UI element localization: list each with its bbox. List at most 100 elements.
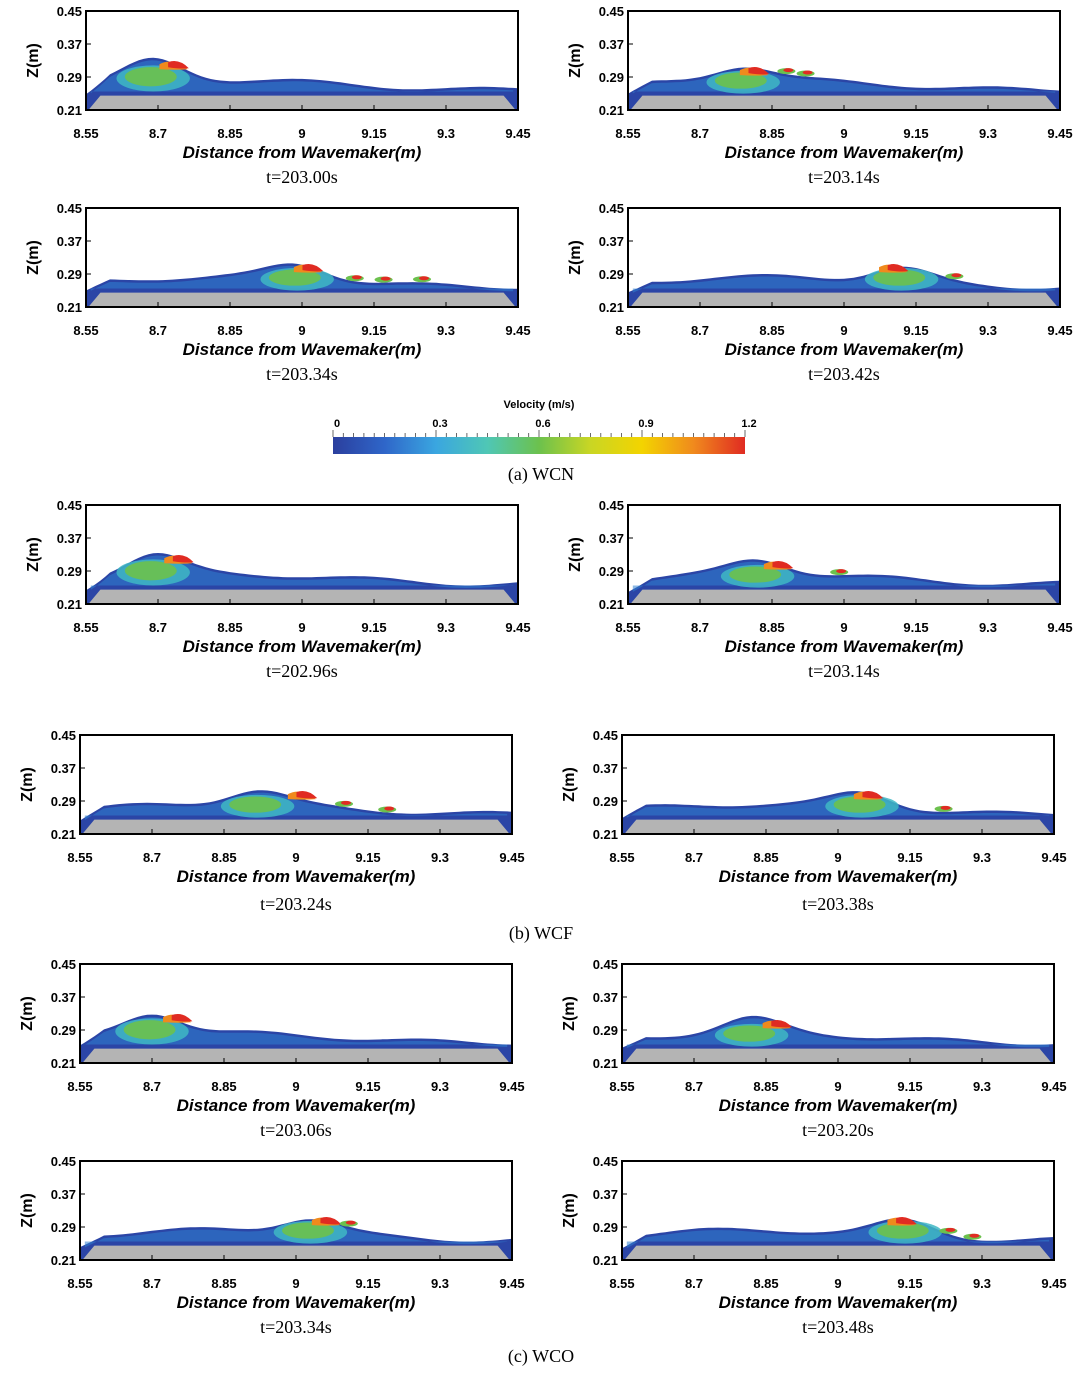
x-tick-label: 8.55 — [609, 850, 634, 865]
y-tick-label: 0.29 — [57, 267, 82, 282]
splash-blob-red — [384, 806, 395, 811]
x-tick-label: 8.55 — [609, 1276, 634, 1291]
contour-panel: 8.55 8.7 8.85 9 9.15 9.3 9.45 0.45 0.37 0.29 0.21 D… — [19, 728, 525, 914]
x-tick-label: 9.45 — [505, 126, 530, 141]
group-label: (c) WCO — [508, 1346, 574, 1367]
y-tick-label: 0.37 — [51, 761, 76, 776]
y-axis-label: Z(m) — [25, 537, 42, 572]
x-tick-label: 8.55 — [73, 620, 98, 635]
breaker-tip-red — [772, 561, 794, 569]
splash-blob-red — [951, 273, 962, 278]
y-tick-label: 0.21 — [57, 103, 82, 118]
x-axis-label: Distance from Wavemaker(m) — [725, 637, 964, 656]
contour-panel: 8.55 8.7 8.85 9 9.15 9.3 9.45 0.45 0.37 0.29 0.21 D… — [561, 728, 1067, 914]
y-tick-label: 0.45 — [57, 4, 82, 19]
flow-field — [628, 559, 1060, 604]
splash-blob-red — [783, 68, 794, 73]
x-tick-label: 9 — [298, 323, 305, 338]
y-tick-label: 0.45 — [599, 201, 624, 216]
submerged-structure — [88, 589, 516, 604]
x-tick-label: 9.3 — [973, 1276, 991, 1291]
x-tick-label: 9.3 — [431, 1079, 449, 1094]
y-tick-label: 0.45 — [599, 498, 624, 513]
contour-panel: 8.55 8.7 8.85 9 9.15 9.3 9.45 0.45 0.37 0.29 0.21 D… — [25, 201, 531, 384]
y-tick-label: 0.37 — [593, 990, 618, 1005]
submerged-structure — [630, 95, 1058, 110]
x-axis-label: Distance from Wavemaker(m) — [177, 1096, 416, 1115]
x-tick-label: 9.45 — [499, 850, 524, 865]
breaker-tip-red — [302, 264, 324, 272]
y-tick-label: 0.21 — [599, 103, 624, 118]
splash-blob-red — [940, 805, 951, 810]
x-tick-label: 8.7 — [685, 1079, 703, 1094]
y-tick-label: 0.37 — [57, 37, 82, 52]
y-tick-label: 0.21 — [599, 300, 624, 315]
breaker-tip-red — [887, 264, 909, 272]
y-tick-label: 0.21 — [51, 1253, 76, 1268]
splash-blob-red — [802, 70, 813, 75]
breaker-tip-red — [896, 1217, 917, 1225]
flow-field — [80, 1217, 512, 1260]
colorbar-tick-label: 0.9 — [638, 418, 653, 430]
x-tick-label: 9.45 — [505, 620, 530, 635]
y-tick-label: 0.21 — [57, 597, 82, 612]
y-tick-label: 0.29 — [593, 794, 618, 809]
x-tick-label: 9 — [292, 1276, 299, 1291]
x-tick-label: 8.85 — [753, 1079, 778, 1094]
y-tick-label: 0.29 — [57, 564, 82, 579]
x-tick-label: 8.55 — [609, 1079, 634, 1094]
x-tick-label: 8.7 — [691, 126, 709, 141]
colorbar-tick-label: 0 — [334, 418, 340, 430]
x-tick-label: 8.7 — [685, 1276, 703, 1291]
contour-panel: 8.55 8.7 8.85 9 9.15 9.3 9.45 0.45 0.37 0.29 0.21 D… — [561, 1154, 1067, 1337]
x-tick-label: 8.55 — [73, 126, 98, 141]
x-tick-label: 9.15 — [903, 126, 928, 141]
submerged-structure — [82, 819, 510, 834]
y-axis-label: Z(m) — [561, 1193, 578, 1228]
y-tick-label: 0.45 — [57, 498, 82, 513]
velocity-band-blue — [84, 1017, 508, 1047]
x-tick-label: 9.45 — [499, 1276, 524, 1291]
velocity-zone-green — [124, 561, 177, 581]
x-tick-label: 9.3 — [431, 850, 449, 865]
x-tick-label: 9.3 — [437, 126, 455, 141]
y-tick-label: 0.45 — [51, 728, 76, 743]
y-tick-label: 0.21 — [57, 300, 82, 315]
velocity-zone-green — [268, 269, 321, 286]
colorbar-tick-label: 0.6 — [535, 418, 550, 430]
y-tick-label: 0.29 — [599, 267, 624, 282]
x-tick-label: 9 — [840, 126, 847, 141]
y-tick-label: 0.37 — [593, 761, 618, 776]
time-label: t=203.20s — [802, 1120, 874, 1140]
y-tick-label: 0.29 — [51, 1220, 76, 1235]
breaker-tip-red — [862, 791, 884, 799]
y-tick-label: 0.29 — [593, 1023, 618, 1038]
y-tick-label: 0.45 — [57, 201, 82, 216]
x-tick-label: 9.45 — [1047, 126, 1072, 141]
group-labels: (a) WCN (b) WCF (c) WCO — [508, 464, 574, 1367]
x-axis-label: Distance from Wavemaker(m) — [177, 867, 416, 886]
x-tick-label: 9 — [292, 850, 299, 865]
x-tick-label: 9 — [292, 1079, 299, 1094]
x-tick-label: 8.55 — [615, 323, 640, 338]
time-label: t=203.34s — [266, 364, 338, 384]
flow-field — [622, 1217, 1054, 1260]
x-tick-label: 8.7 — [143, 850, 161, 865]
x-tick-label: 8.85 — [217, 323, 242, 338]
x-tick-label: 9.3 — [973, 1079, 991, 1094]
contour-panel: 8.55 8.7 8.85 9 9.15 9.3 9.45 0.45 0.37 0.29 0.21 D… — [19, 957, 525, 1140]
x-tick-label: 9.15 — [361, 126, 386, 141]
y-tick-label: 0.29 — [51, 1023, 76, 1038]
x-tick-label: 9.3 — [437, 323, 455, 338]
splash-blob-red — [945, 1227, 956, 1232]
x-tick-label: 8.85 — [759, 126, 784, 141]
breaker-tip-red — [320, 1217, 342, 1225]
x-tick-label: 8.85 — [217, 620, 242, 635]
x-tick-label: 9 — [834, 1079, 841, 1094]
contour-panel: 8.55 8.7 8.85 9 9.15 9.3 9.45 0.45 0.37 0.29 0.21 D… — [567, 201, 1073, 384]
splash-blob-red — [969, 1233, 980, 1238]
submerged-structure — [88, 292, 516, 307]
splash-blob-red — [341, 800, 351, 805]
breaker-tip-red — [296, 791, 318, 799]
